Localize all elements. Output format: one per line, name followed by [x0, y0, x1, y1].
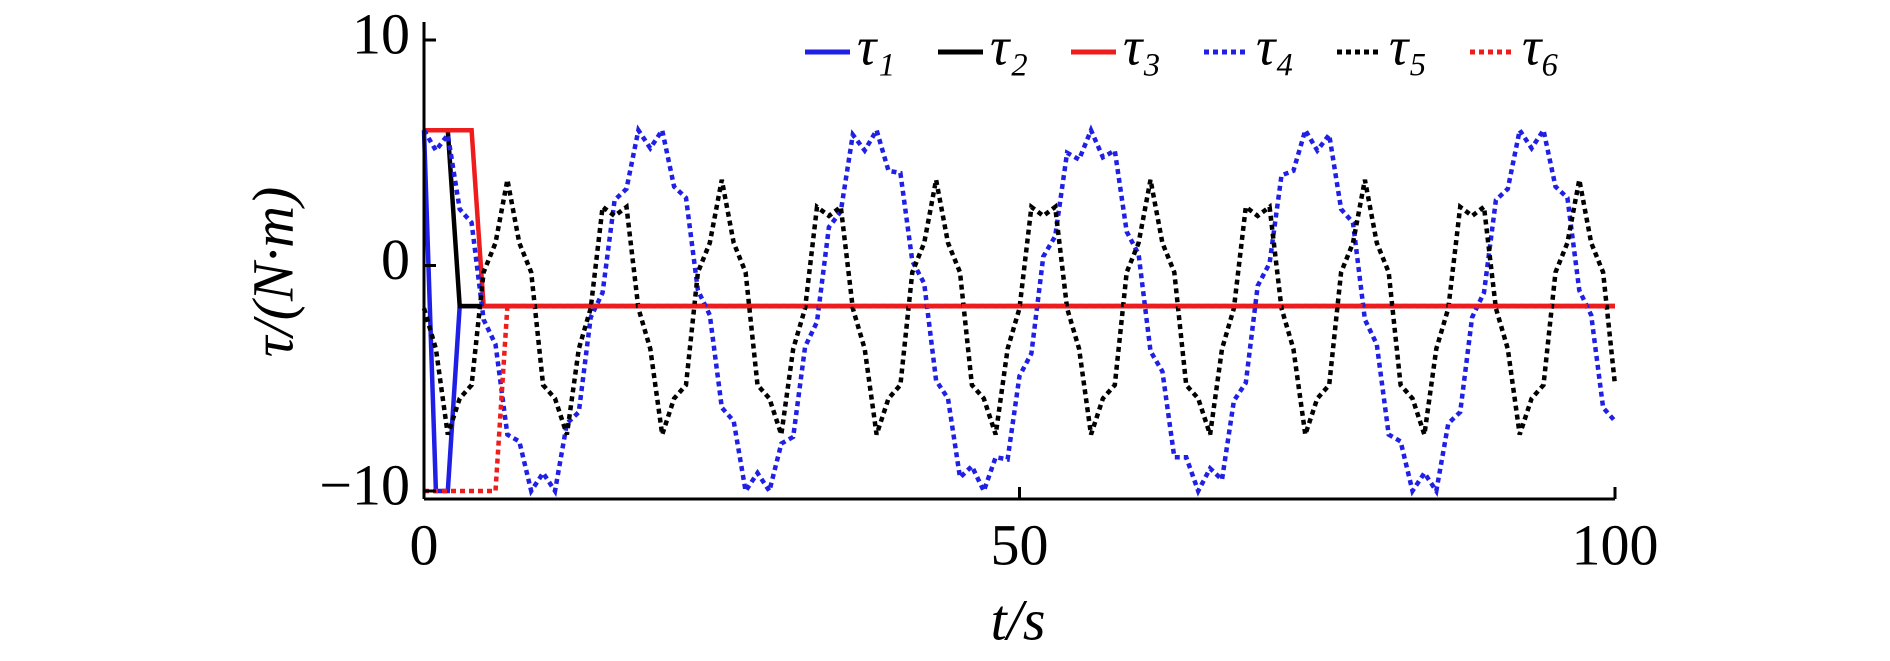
y-tick-label: 10	[352, 1, 410, 66]
series-line	[424, 303, 1615, 494]
series-line	[422, 124, 1617, 497]
series-line	[424, 127, 1615, 309]
legend-label: τ₄	[1256, 16, 1294, 76]
x-tick-label: 50	[991, 512, 1049, 577]
x-axis-label: t/s	[991, 587, 1046, 652]
y-axis-label: τ/(N·m)	[240, 187, 305, 358]
legend-label: τ₆	[1522, 16, 1560, 76]
legend-label: τ₅	[1389, 16, 1427, 76]
series-line	[424, 127, 1615, 309]
x-tick-label: 100	[1572, 512, 1659, 577]
y-tick-label: 0	[381, 227, 410, 292]
legend-label: τ₂	[990, 16, 1028, 76]
legend-label: τ₁	[857, 16, 895, 76]
y-tick-label: −10	[319, 452, 410, 517]
legend-label: τ₃	[1123, 16, 1161, 76]
x-tick-label: 0	[410, 512, 439, 577]
